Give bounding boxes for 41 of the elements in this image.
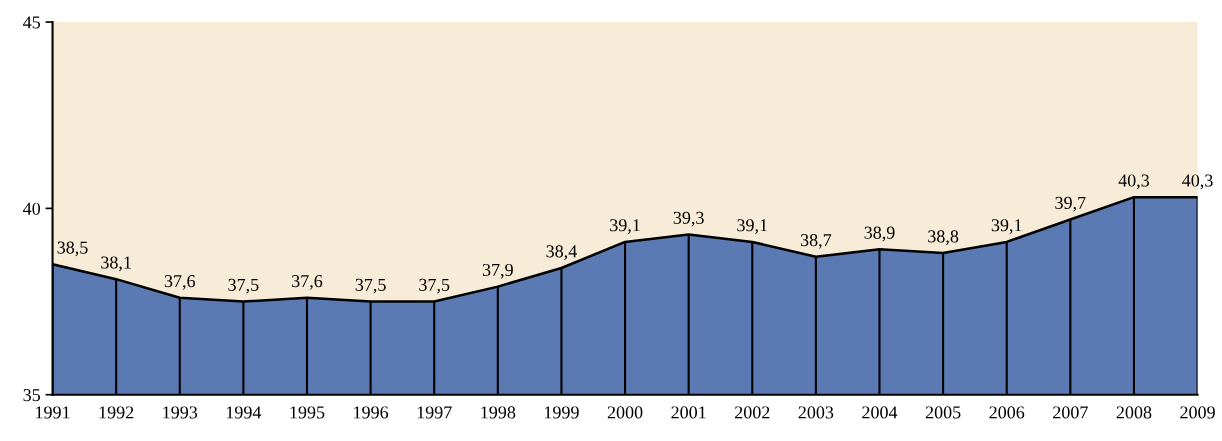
data-label: 38,5 — [57, 241, 88, 257]
x-tick-label: 1996 — [354, 406, 389, 419]
x-tick-label: 2002 — [735, 406, 770, 419]
data-label: 39,1 — [610, 219, 640, 234]
x-tick-label: 2007 — [1053, 406, 1088, 419]
y-tick-label: 45 — [23, 16, 41, 29]
data-label: 38,4 — [546, 245, 577, 260]
data-label: 37,9 — [482, 263, 513, 279]
data-label: 37,5 — [419, 278, 450, 294]
data-label: 39,1 — [991, 219, 1022, 234]
x-tick-label: 2005 — [925, 406, 961, 419]
data-label: 39,3 — [673, 211, 704, 227]
data-label: 37,6 — [292, 275, 323, 290]
x-tick-label: 1999 — [544, 406, 579, 419]
x-tick-label: 1993 — [163, 406, 198, 419]
x-tick-label: 1994 — [226, 406, 262, 419]
x-tick-label: 2003 — [798, 406, 834, 419]
data-label: 39,1 — [737, 219, 767, 234]
x-tick-label: 2009 — [1180, 406, 1215, 419]
data-label: 39,7 — [1055, 196, 1086, 212]
x-tick-label: 1997 — [417, 406, 452, 419]
data-label: 38,1 — [101, 256, 131, 272]
y-tick-label: 35 — [23, 389, 41, 402]
data-label: 38,9 — [864, 226, 895, 242]
data-label: 40,3 — [1118, 174, 1150, 190]
data-label: 40,3 — [1182, 174, 1213, 190]
x-tick-label: 2006 — [989, 406, 1025, 419]
x-tick-label: 1995 — [290, 406, 325, 419]
x-tick-label: 2001 — [671, 406, 706, 419]
data-label: 38,7 — [800, 234, 832, 249]
x-tick-label: 2000 — [607, 406, 643, 419]
data-label: 38,8 — [928, 230, 959, 246]
x-tick-label: 2004 — [862, 406, 898, 419]
x-tick-label: 2008 — [1116, 406, 1152, 419]
x-tick-label: 1998 — [481, 406, 516, 419]
x-tick-label: 1991 — [36, 406, 70, 419]
data-label: 37,5 — [228, 278, 259, 294]
y-tick-label: 40 — [23, 202, 41, 215]
x-tick-label: 1992 — [99, 406, 134, 419]
data-label: 37,5 — [355, 278, 386, 294]
data-label: 37,6 — [164, 275, 196, 290]
